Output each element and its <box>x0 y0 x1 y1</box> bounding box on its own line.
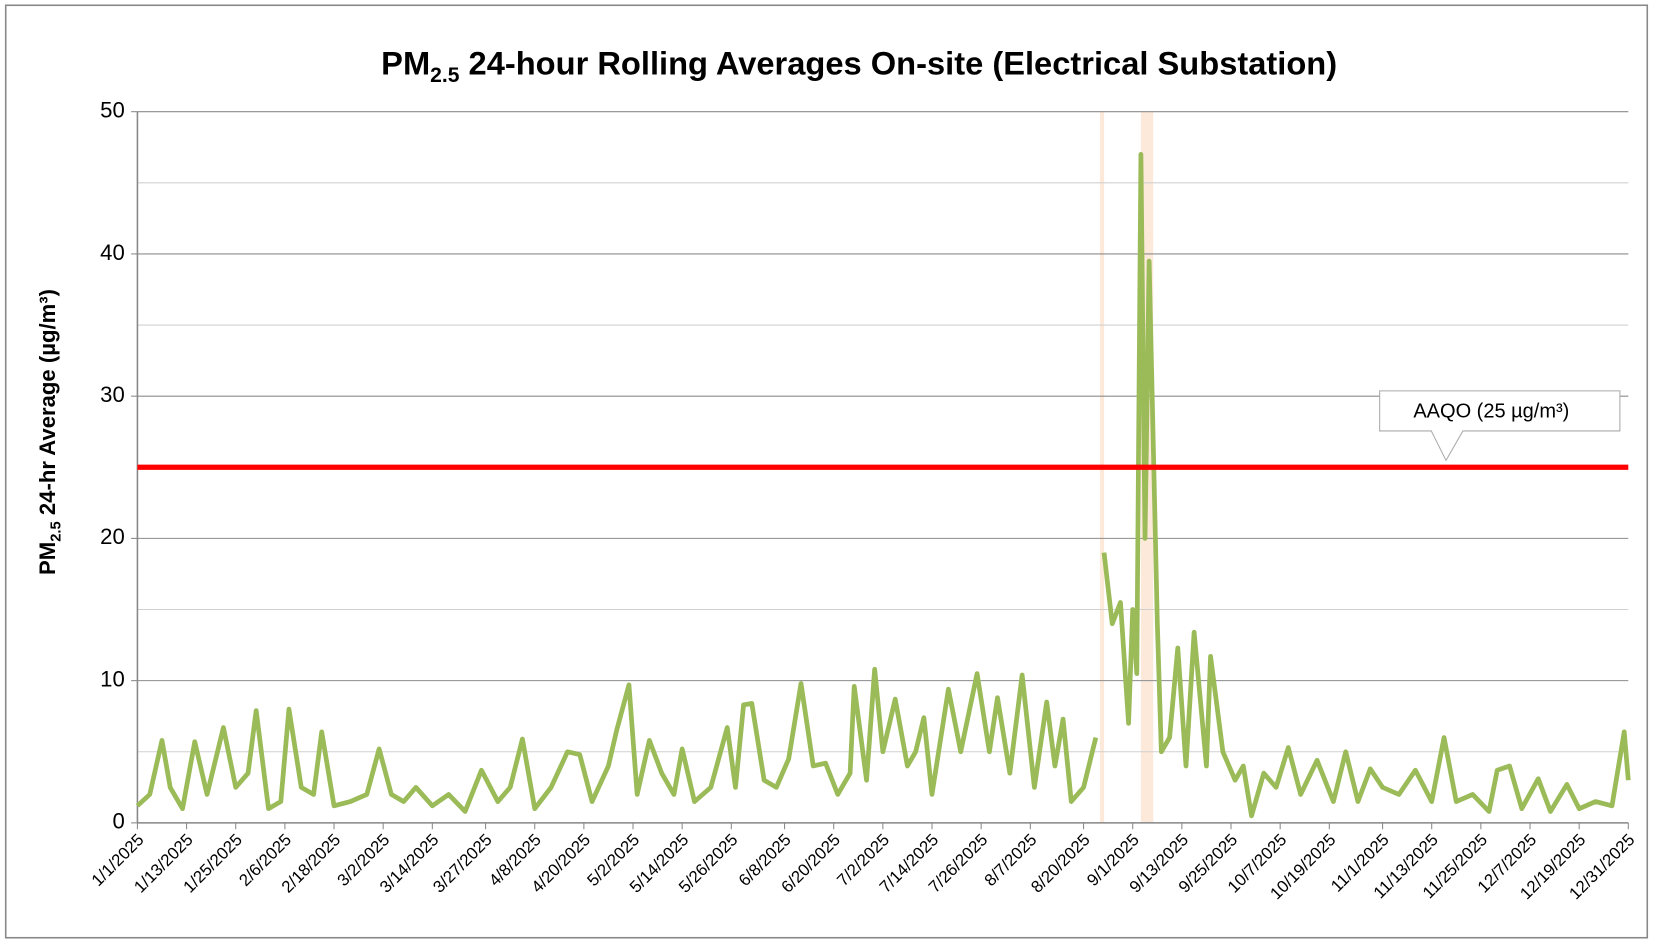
chart-title: PM2.5 24-hour Rolling Averages On-site (… <box>381 44 1337 86</box>
y-tick-label: 50 <box>100 98 125 123</box>
annotation-label: AAQO (25 µg/m³) <box>1413 400 1569 422</box>
annotation-box <box>1379 390 1621 462</box>
y-tick-label: 40 <box>100 240 125 265</box>
y-tick-label: 10 <box>100 666 125 691</box>
chart-border <box>4 4 1649 939</box>
y-tick-label: 20 <box>100 524 125 549</box>
y-axis-label: PM2.5 24-hr Average (µg/m³) <box>35 289 64 575</box>
y-tick-label: 0 <box>112 809 124 834</box>
data-line <box>135 151 1631 819</box>
y-tick-label: 30 <box>100 382 125 407</box>
